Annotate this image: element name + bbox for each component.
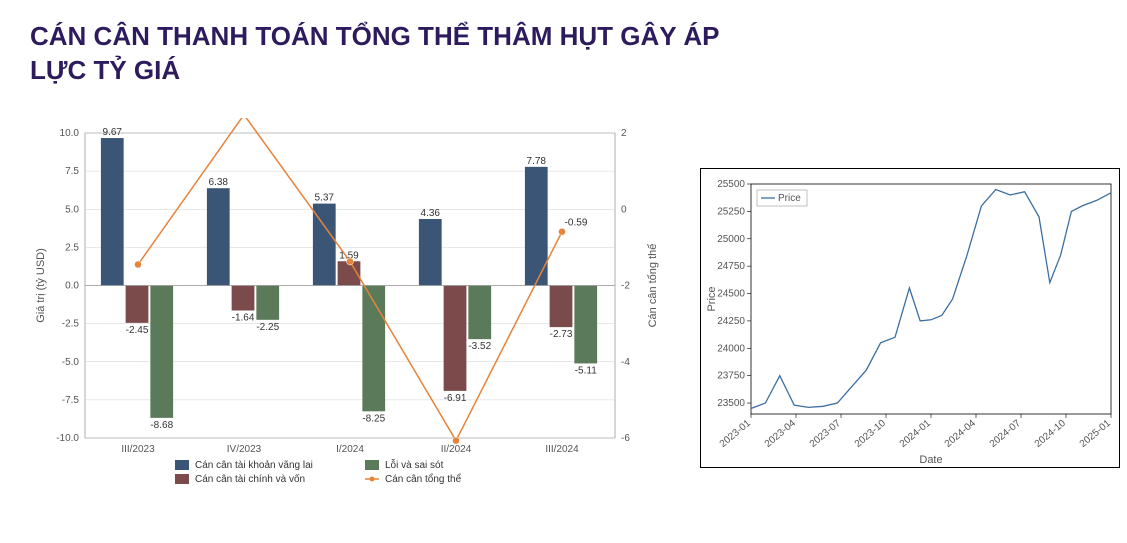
svg-text:II/2024: II/2024	[441, 444, 472, 455]
svg-text:2024-07: 2024-07	[988, 417, 1024, 449]
svg-text:III/2024: III/2024	[545, 444, 579, 455]
svg-text:24500: 24500	[717, 288, 745, 299]
svg-text:Cán cân tài khoản vãng lai: Cán cân tài khoản vãng lai	[195, 460, 313, 471]
svg-text:Price: Price	[778, 193, 801, 204]
svg-text:0.0: 0.0	[65, 280, 79, 291]
svg-text:2024-01: 2024-01	[898, 417, 934, 449]
svg-text:I/2024: I/2024	[336, 444, 364, 455]
svg-text:2024-10: 2024-10	[1033, 417, 1069, 449]
svg-text:-0.59: -0.59	[565, 217, 588, 228]
svg-text:-8.68: -8.68	[150, 419, 173, 430]
svg-text:10.0: 10.0	[60, 128, 80, 139]
svg-text:2023-04: 2023-04	[763, 417, 799, 449]
svg-text:0: 0	[621, 204, 627, 215]
svg-text:7.78: 7.78	[527, 155, 547, 166]
svg-text:4.36: 4.36	[421, 208, 441, 219]
svg-text:Price: Price	[706, 286, 718, 311]
svg-text:25250: 25250	[717, 206, 745, 217]
page-title: CÁN CÂN THANH TOÁN TỔNG THỂ THÂM HỤT GÂY…	[30, 20, 780, 88]
bar-chart: -10.0 -7.5 -5.0 -2.5 0.0 2.5 5.0 7.5 10.0 -6 -4 -2 0…	[30, 118, 670, 508]
svg-text:Cán cân tổng thể: Cán cân tổng thể	[647, 243, 659, 327]
svg-text:-2.25: -2.25	[256, 321, 279, 332]
svg-text:III/2023: III/2023	[121, 444, 155, 455]
svg-text:9.67: 9.67	[103, 127, 123, 138]
svg-text:-4: -4	[621, 356, 630, 367]
svg-text:5.37: 5.37	[315, 192, 335, 203]
svg-text:5.0: 5.0	[65, 204, 79, 215]
svg-text:-2.45: -2.45	[126, 324, 149, 335]
svg-text:-8.25: -8.25	[362, 413, 385, 424]
svg-text:-2: -2	[621, 280, 630, 291]
svg-text:7.5: 7.5	[65, 166, 79, 177]
svg-text:2: 2	[621, 128, 627, 139]
svg-text:2023-10: 2023-10	[853, 417, 889, 449]
svg-text:Giá trị (tỷ USD): Giá trị (tỷ USD)	[35, 248, 47, 323]
svg-text:25000: 25000	[717, 233, 745, 244]
svg-text:-2.73: -2.73	[550, 329, 573, 340]
svg-text:IV/2023: IV/2023	[227, 444, 262, 455]
svg-text:-3.52: -3.52	[468, 341, 491, 352]
svg-text:-5.0: -5.0	[62, 356, 80, 367]
charts-container: -10.0 -7.5 -5.0 -2.5 0.0 2.5 5.0 7.5 10.0 -6 -4 -2 0…	[30, 118, 1097, 508]
svg-text:25500: 25500	[717, 179, 745, 190]
svg-text:23500: 23500	[717, 398, 745, 409]
svg-text:-7.5: -7.5	[62, 394, 80, 405]
svg-text:24750: 24750	[717, 261, 745, 272]
svg-text:24250: 24250	[717, 315, 745, 326]
svg-text:-6.91: -6.91	[444, 392, 467, 403]
svg-text:-10.0: -10.0	[56, 433, 79, 444]
svg-text:6.38: 6.38	[209, 177, 229, 188]
svg-text:23750: 23750	[717, 370, 745, 381]
svg-text:-6: -6	[621, 433, 630, 444]
svg-text:2025-01: 2025-01	[1078, 417, 1114, 449]
svg-text:Cán cân tài chính và vốn: Cán cân tài chính và vốn	[195, 473, 305, 485]
line-chart: 23500 23750 24000 24250 24500 24750 25000 25250…	[700, 168, 1120, 468]
svg-text:-5.11: -5.11	[575, 365, 597, 376]
svg-text:-2.5: -2.5	[62, 318, 80, 329]
svg-text:-1.64: -1.64	[232, 312, 255, 323]
svg-text:2.5: 2.5	[65, 242, 79, 253]
svg-text:2023-07: 2023-07	[808, 417, 844, 449]
svg-text:Date: Date	[919, 454, 942, 466]
svg-text:2024-04: 2024-04	[943, 417, 979, 449]
svg-text:Cán cân tổng thể: Cán cân tổng thể	[385, 473, 462, 485]
svg-text:Lỗi và sai sót: Lỗi và sai sót	[385, 458, 444, 471]
svg-text:2023-01: 2023-01	[718, 417, 754, 449]
svg-text:24000: 24000	[717, 343, 745, 354]
